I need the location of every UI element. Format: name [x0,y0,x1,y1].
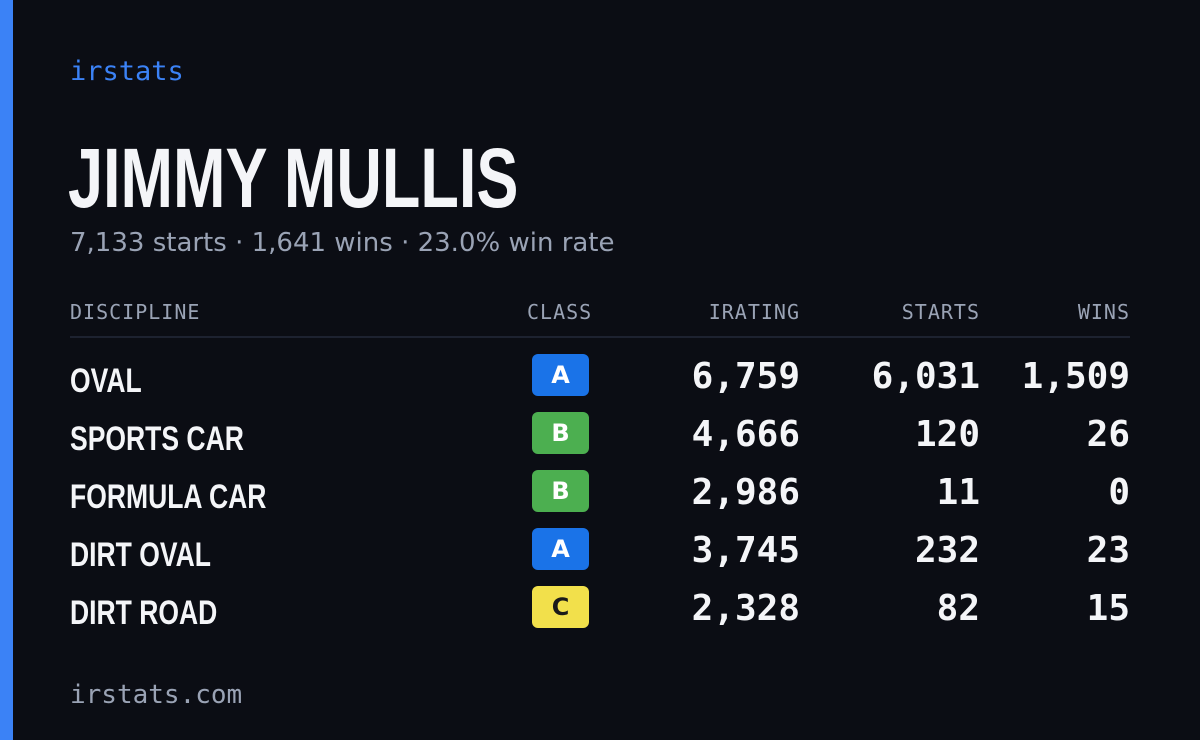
brand-logo[interactable]: irstats [70,56,184,87]
table-row: DIRT ROAD C 2,328 82 15 [70,586,1130,644]
footer-url[interactable]: irstats.com [70,680,243,710]
irating-value: 6,759 [691,356,800,397]
table-body: OVAL A 6,759 6,031 1,509 SPORTS CAR B 4,… [70,354,1130,644]
starts-value: 6,031 [871,356,980,397]
class-badge: B [532,470,589,512]
header-irating: IRATING [708,300,800,324]
table-row: FORMULA CAR B 2,986 11 0 [70,470,1130,528]
starts-value: 82 [936,588,980,629]
discipline-name: DIRT OVAL [70,536,211,574]
table-row: DIRT OVAL A 3,745 232 23 [70,528,1130,586]
irating-value: 2,328 [691,588,800,629]
starts-value: 232 [914,530,980,571]
table-row: SPORTS CAR B 4,666 120 26 [70,412,1130,470]
wins-value: 15 [1086,588,1130,629]
class-badge: A [532,354,589,396]
header-starts: STARTS [901,300,980,324]
driver-name: JIMMY MULLIS [68,131,519,225]
discipline-name: OVAL [70,362,142,400]
wins-value: 23 [1086,530,1130,571]
starts-value: 11 [936,472,980,513]
accent-bar [0,0,13,740]
irating-value: 4,666 [691,414,800,455]
irating-value: 3,745 [691,530,800,571]
header-class: CLASS [527,300,593,324]
discipline-name: DIRT ROAD [70,594,218,632]
discipline-name: SPORTS CAR [70,420,244,458]
starts-value: 120 [914,414,980,455]
irating-value: 2,986 [691,472,800,513]
wins-value: 0 [1108,472,1130,513]
stats-table: DISCIPLINE CLASS IRATING STARTS WINS OVA… [70,298,1130,644]
class-badge: A [532,528,589,570]
wins-value: 26 [1086,414,1130,455]
discipline-name: FORMULA CAR [70,478,267,516]
table-header: DISCIPLINE CLASS IRATING STARTS WINS [70,298,1130,338]
wins-value: 1,509 [1021,356,1130,397]
driver-summary: 7,133 starts · 1,641 wins · 23.0% win ra… [70,228,615,258]
class-badge: B [532,412,589,454]
table-row: OVAL A 6,759 6,031 1,509 [70,354,1130,412]
header-wins: WINS [1077,300,1130,324]
header-discipline: DISCIPLINE [70,300,201,324]
class-badge: C [532,586,589,628]
